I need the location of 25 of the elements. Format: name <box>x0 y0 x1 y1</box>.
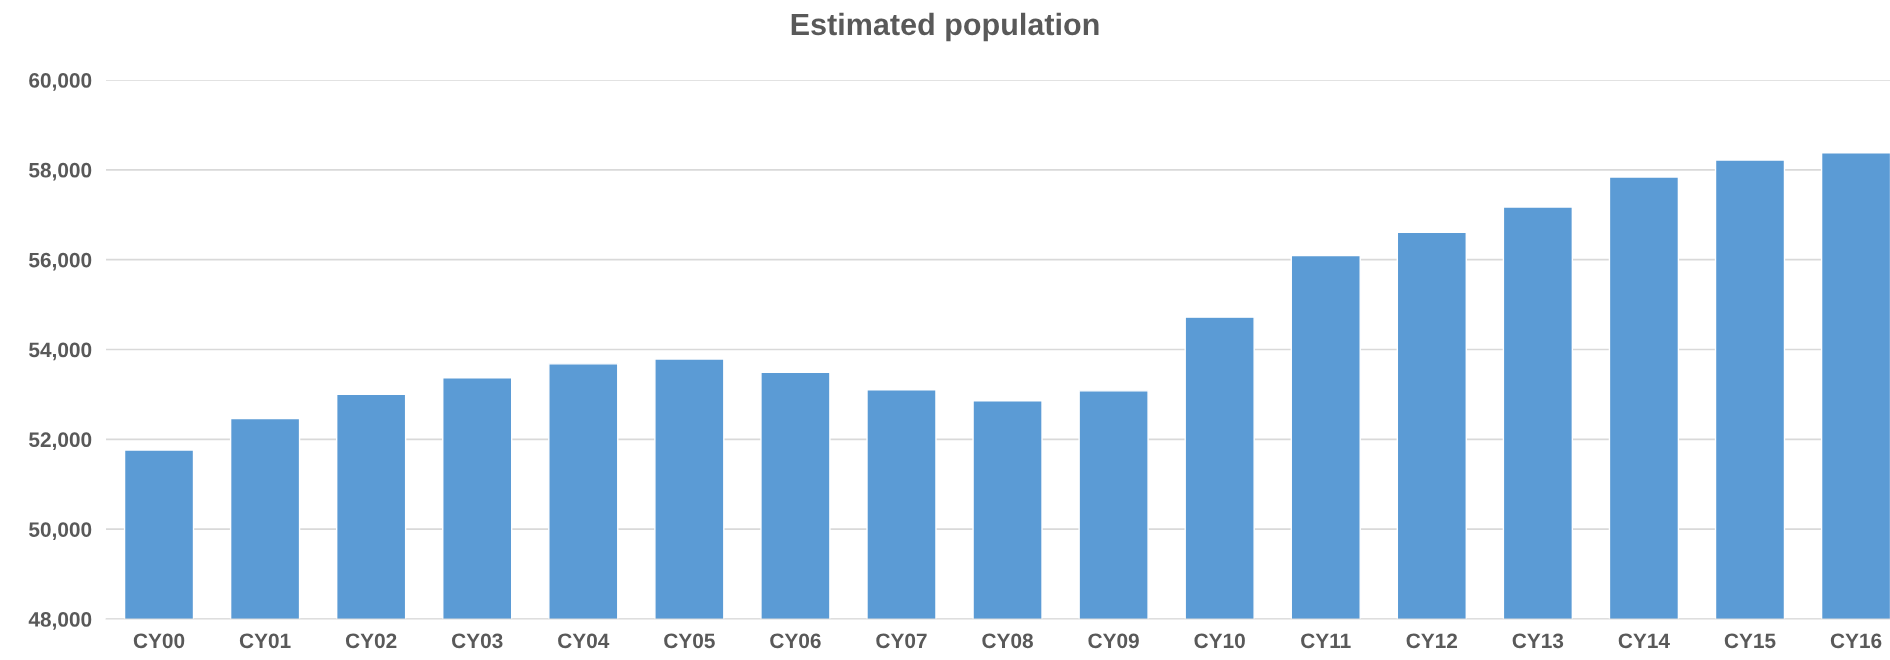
x-tick-label: CY02 <box>345 633 397 649</box>
x-tick-label: CY05 <box>664 633 715 649</box>
x-tick-label: CY01 <box>239 633 291 649</box>
x-tick-label: CY16 <box>1830 633 1882 649</box>
x-tick-label: CY13 <box>1512 633 1564 649</box>
y-tick-label: 58,000 <box>29 162 92 181</box>
y-tick-label: 54,000 <box>29 342 92 361</box>
x-tick-label: CY06 <box>770 633 821 649</box>
x-tick-label: CY15 <box>1724 633 1776 649</box>
y-tick-label: 60,000 <box>29 73 92 91</box>
y-tick-label: 56,000 <box>29 252 92 271</box>
y-tick-label: 52,000 <box>29 432 92 451</box>
x-tick-label: CY00 <box>133 633 185 649</box>
y-tick-label: 48,000 <box>28 612 92 630</box>
x-tick-label: CY07 <box>876 633 927 649</box>
y-tick-label: 50,000 <box>29 522 92 540</box>
chart-title: Estimated population <box>791 12 1099 42</box>
x-tick-label: CY09 <box>1088 633 1139 649</box>
x-tick-label: CY11 <box>1301 633 1351 649</box>
x-tick-label: CY14 <box>1618 633 1670 649</box>
x-tick-label: CY10 <box>1194 633 1245 649</box>
x-tick-label: CY08 <box>982 633 1033 649</box>
x-tick-label: CY12 <box>1406 633 1458 649</box>
x-tick-label: CY04 <box>558 633 610 649</box>
x-tick-label: CY03 <box>452 633 503 649</box>
